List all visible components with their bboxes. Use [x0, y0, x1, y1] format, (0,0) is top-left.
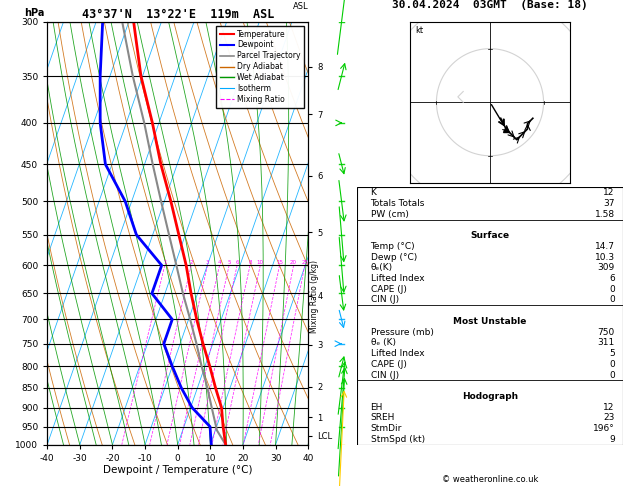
Text: 2: 2 — [189, 260, 193, 265]
Text: 10.3: 10.3 — [594, 253, 615, 261]
Text: 5: 5 — [609, 349, 615, 358]
Text: 0: 0 — [609, 285, 615, 294]
Text: 6: 6 — [235, 260, 239, 265]
Text: km
ASL: km ASL — [292, 0, 308, 11]
Text: kt: kt — [415, 26, 423, 35]
Text: Lifted Index: Lifted Index — [370, 274, 424, 283]
Text: 20: 20 — [290, 260, 297, 265]
Text: 311: 311 — [598, 338, 615, 347]
Text: 5: 5 — [227, 260, 231, 265]
Text: 37: 37 — [603, 199, 615, 208]
Text: Most Unstable: Most Unstable — [454, 317, 526, 326]
Text: Surface: Surface — [470, 231, 509, 240]
Text: Hodograph: Hodograph — [462, 392, 518, 401]
Text: CAPE (J): CAPE (J) — [370, 360, 406, 369]
Text: 30.04.2024  03GMT  (Base: 18): 30.04.2024 03GMT (Base: 18) — [392, 0, 588, 10]
Text: 4: 4 — [218, 260, 221, 265]
Text: © weatheronline.co.uk: © weatheronline.co.uk — [442, 474, 538, 484]
Text: hPa: hPa — [24, 8, 44, 17]
Text: SREH: SREH — [370, 414, 395, 422]
Text: 6: 6 — [609, 274, 615, 283]
Text: StmDir: StmDir — [370, 424, 402, 433]
Text: CIN (J): CIN (J) — [370, 295, 399, 304]
Text: 25: 25 — [301, 260, 308, 265]
Text: 10: 10 — [257, 260, 264, 265]
Text: 23: 23 — [603, 414, 615, 422]
Text: EH: EH — [370, 403, 383, 412]
Text: 12: 12 — [603, 403, 615, 412]
Text: 0: 0 — [609, 360, 615, 369]
Text: K: K — [370, 188, 376, 197]
Text: StmSpd (kt): StmSpd (kt) — [370, 435, 425, 444]
Text: 14.7: 14.7 — [595, 242, 615, 251]
Text: CIN (J): CIN (J) — [370, 370, 399, 380]
Text: Lifted Index: Lifted Index — [370, 349, 424, 358]
Text: 3: 3 — [206, 260, 209, 265]
Text: 309: 309 — [598, 263, 615, 272]
Text: θₑ (K): θₑ (K) — [370, 338, 396, 347]
Text: 15: 15 — [276, 260, 283, 265]
Text: 750: 750 — [598, 328, 615, 337]
Text: PW (cm): PW (cm) — [370, 209, 408, 219]
Text: 196°: 196° — [593, 424, 615, 433]
Text: 8: 8 — [248, 260, 252, 265]
Text: 0: 0 — [609, 295, 615, 304]
Text: 1.58: 1.58 — [594, 209, 615, 219]
Text: 1: 1 — [163, 260, 167, 265]
Text: Temp (°C): Temp (°C) — [370, 242, 415, 251]
Text: Dewp (°C): Dewp (°C) — [370, 253, 417, 261]
Text: Pressure (mb): Pressure (mb) — [370, 328, 433, 337]
Text: CAPE (J): CAPE (J) — [370, 285, 406, 294]
Title: 43°37'N  13°22'E  119m  ASL: 43°37'N 13°22'E 119m ASL — [82, 8, 274, 21]
Text: Mixing Ratio (g/kg): Mixing Ratio (g/kg) — [310, 260, 319, 333]
X-axis label: Dewpoint / Temperature (°C): Dewpoint / Temperature (°C) — [103, 466, 252, 475]
Text: 0: 0 — [609, 370, 615, 380]
Text: θₑ(K): θₑ(K) — [370, 263, 392, 272]
Text: 9: 9 — [609, 435, 615, 444]
Text: Totals Totals: Totals Totals — [370, 199, 425, 208]
Legend: Temperature, Dewpoint, Parcel Trajectory, Dry Adiabat, Wet Adiabat, Isotherm, Mi: Temperature, Dewpoint, Parcel Trajectory… — [216, 26, 304, 108]
Text: 12: 12 — [603, 188, 615, 197]
